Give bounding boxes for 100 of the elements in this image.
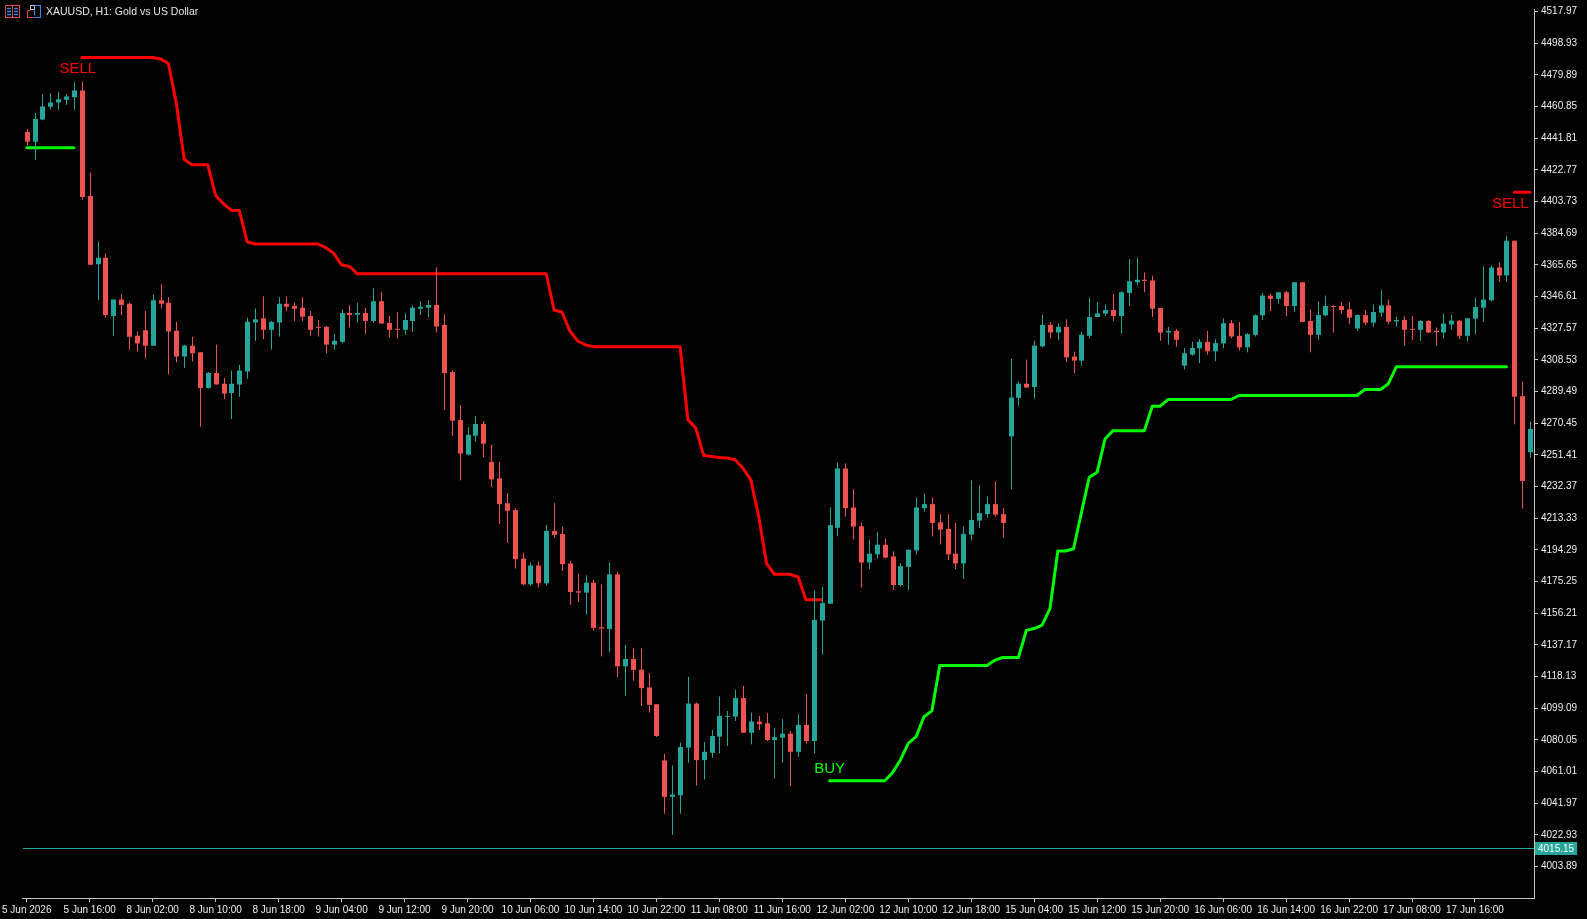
candlestick (119, 293, 124, 316)
x-tick-label: 9 Jun 12:00 (378, 903, 432, 915)
y-tick-label: 4289.49 (1541, 385, 1578, 397)
candlestick (623, 644, 628, 697)
candlestick (977, 484, 982, 529)
y-tick-label: 4041.97 (1541, 797, 1578, 808)
x-tick-label: 15 Jun 12:00 (1068, 903, 1127, 915)
candlestick (96, 241, 101, 301)
y-tick-label: 4365.65 (1541, 258, 1578, 270)
x-tick-label: 9 Jun 20:00 (441, 903, 495, 915)
y-tick-label: 4327.57 (1541, 321, 1578, 333)
x-tick-label: 10 Jun 06:00 (501, 903, 560, 915)
candlestick (1371, 303, 1376, 328)
candlestick (938, 513, 943, 545)
candlestick (229, 369, 234, 420)
candlestick (1260, 292, 1265, 321)
candlestick (969, 479, 974, 541)
x-tick-label: 11 Jun 08:00 (690, 903, 749, 915)
candlestick (647, 672, 652, 714)
candlestick (788, 730, 793, 787)
candlestick (1379, 289, 1384, 318)
y-tick-label: 4003.89 (1541, 860, 1578, 872)
candlestick (434, 266, 439, 333)
candlestick (702, 741, 707, 781)
candlestick (584, 574, 589, 615)
candlestick (308, 310, 313, 337)
candlestick (159, 283, 164, 309)
y-tick-label: 4156.21 (1541, 606, 1578, 618)
candlestick (300, 296, 305, 322)
y-tick-label: 4441.81 (1541, 131, 1578, 143)
y-tick-label: 4080.05 (1541, 733, 1578, 745)
y-tick-label: 4118.13 (1541, 670, 1577, 682)
candlestick (1087, 297, 1092, 339)
y-tick-label: 4498.93 (1541, 36, 1578, 48)
x-tick-label: 8 Jun 18:00 (252, 903, 306, 915)
candlestick (72, 81, 77, 111)
y-tick-label: 4384.69 (1541, 226, 1578, 238)
x-tick-label: 5 Jun 2026 (1, 903, 52, 915)
candlestick (1284, 290, 1289, 317)
candlestick (875, 531, 880, 560)
annotation: SELL (1491, 193, 1529, 211)
candlestick (1072, 351, 1077, 374)
candlestick (143, 310, 148, 359)
candlestick (1331, 304, 1336, 333)
x-tick-label: 15 Jun 04:00 (1005, 903, 1064, 915)
candlestick (1245, 332, 1250, 353)
y-tick-label: 4460.85 (1541, 100, 1578, 112)
candlestick (403, 312, 408, 336)
candlestick (1229, 319, 1234, 339)
candlestick (765, 712, 770, 742)
y-tick-label: 4517.97 (1541, 5, 1578, 17)
candlestick (214, 344, 219, 385)
candlestick (851, 488, 856, 540)
y-tick-label: 4022.93 (1541, 828, 1578, 840)
candlestick (237, 364, 242, 398)
annotation: BUY (814, 759, 845, 777)
y-tick-label: 4137.17 (1541, 638, 1578, 650)
x-tick-label: 15 Jun 20:00 (1131, 903, 1190, 915)
x-tick-label: 12 Jun 02:00 (816, 903, 875, 915)
candlestick (922, 493, 927, 513)
x-tick-label: 11 Jun 16:00 (753, 903, 812, 915)
candlestick (371, 287, 376, 324)
candlestick (347, 304, 352, 329)
candlestick (1182, 347, 1187, 370)
candlestick (1316, 300, 1321, 341)
candlestick (135, 331, 140, 353)
y-tick-label: 4232.37 (1541, 480, 1578, 492)
candlestick (1528, 421, 1533, 459)
candlestick (993, 480, 998, 518)
y-tick-label: 4099.09 (1541, 701, 1578, 713)
candlestick (536, 561, 541, 588)
candlestick (466, 426, 471, 457)
x-tick-label: 9 Jun 04:00 (315, 903, 369, 915)
y-tick-label: 4403.73 (1541, 195, 1578, 207)
y-tick-label: 4422.77 (1541, 163, 1578, 175)
candlestick (269, 320, 274, 351)
candlestick (1237, 321, 1242, 352)
candlestick (1441, 313, 1446, 339)
candlestick (1221, 317, 1226, 349)
candlestick (733, 689, 738, 722)
candlestick (489, 444, 494, 488)
candlestick (1111, 293, 1116, 322)
candlestick (1410, 315, 1415, 341)
candlestick (820, 586, 825, 656)
candlestick (505, 492, 510, 544)
x-tick-label: 12 Jun 10:00 (879, 903, 938, 915)
y-tick-label: 4479.89 (1541, 68, 1578, 80)
candlestick (292, 302, 297, 322)
chart-title: XAUUSD, H1: Gold vs US Dollar (46, 5, 199, 17)
y-tick-label: 4270.45 (1541, 416, 1578, 428)
candlestick (599, 583, 604, 657)
y-tick-label: 4213.33 (1541, 511, 1578, 523)
x-tick-label: 17 Jun 08:00 (1383, 903, 1442, 915)
x-tick-label: 16 Jun 14:00 (1257, 903, 1316, 915)
candlestick (261, 295, 266, 340)
candlestick (253, 307, 258, 342)
candlestick (1323, 295, 1328, 317)
candlestick (1465, 317, 1470, 342)
candlestick (528, 562, 533, 587)
candlestick (898, 563, 903, 588)
